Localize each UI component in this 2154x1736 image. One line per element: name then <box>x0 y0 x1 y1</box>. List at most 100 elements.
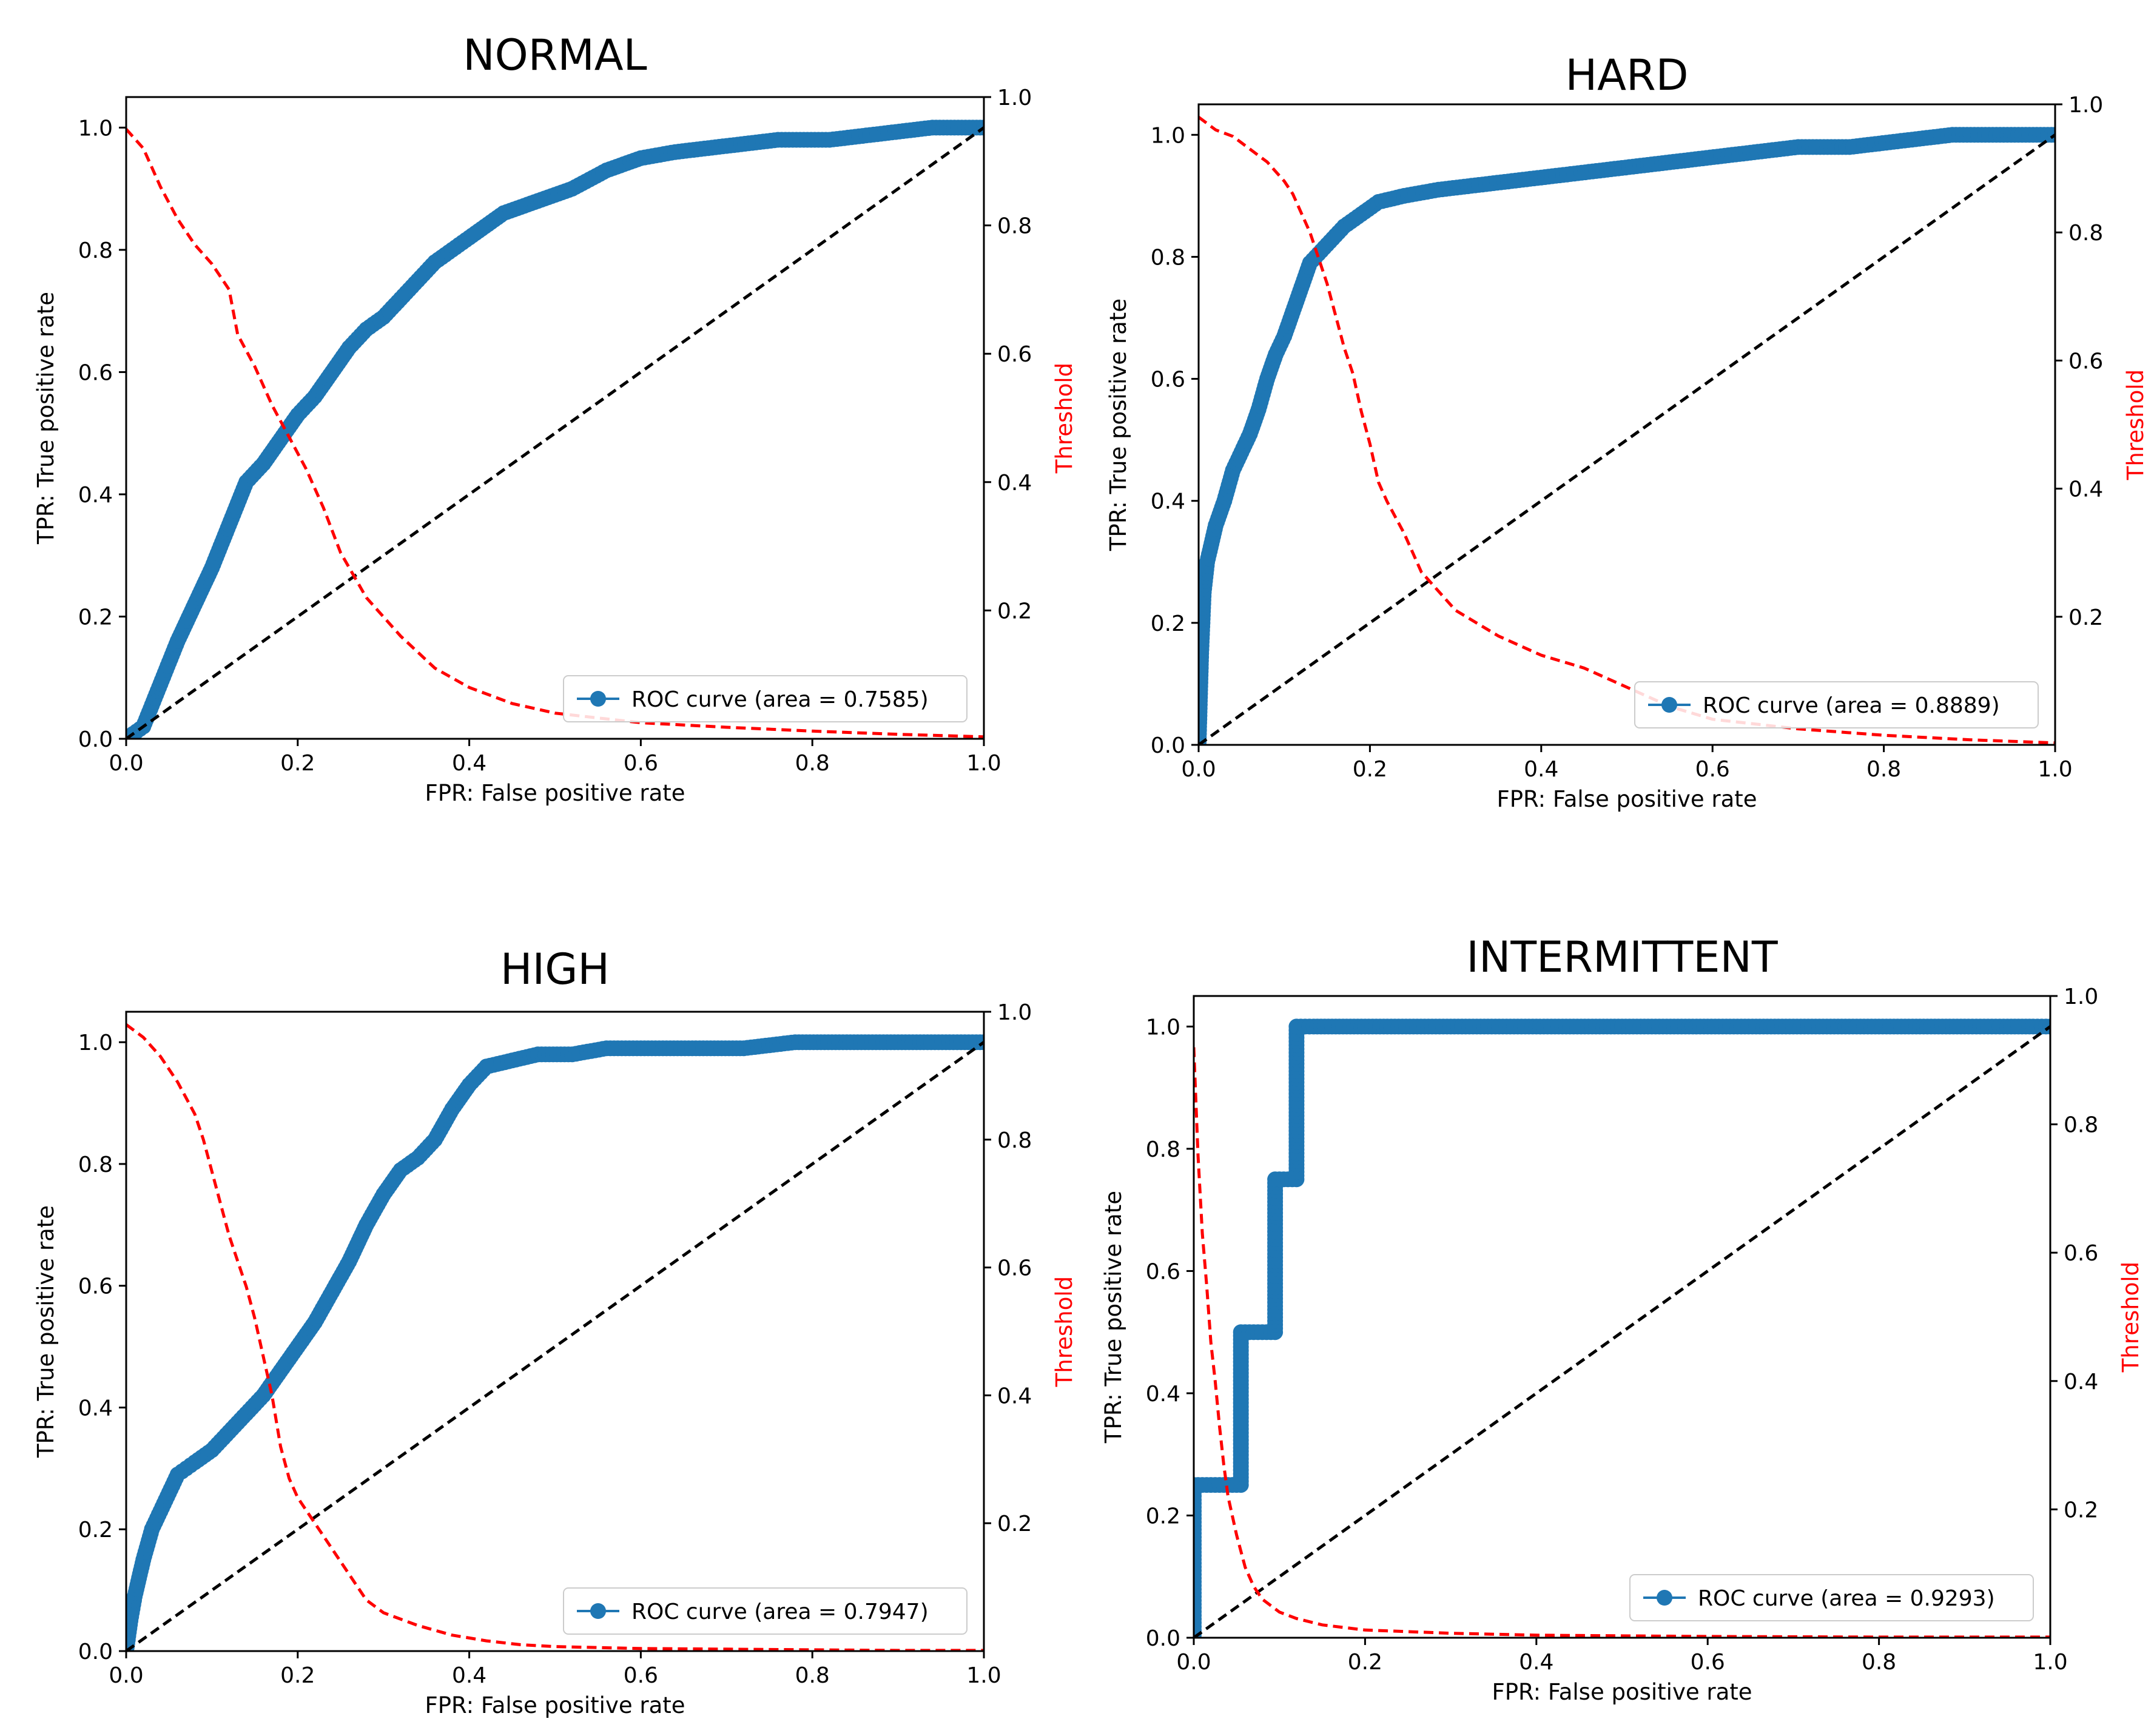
y2-tick-label: 0.8 <box>2064 1113 2098 1138</box>
y-tick-label: 0.4 <box>78 483 113 508</box>
y2-tick-label: 0.8 <box>997 1128 1032 1153</box>
y-tick-label: 0.0 <box>78 1640 113 1664</box>
x-axis-title: FPR: False positive rate <box>425 780 685 806</box>
legend-box <box>563 1587 968 1635</box>
chart-title: HARD <box>1565 50 1688 100</box>
plot-frame <box>125 96 985 740</box>
y2-tick-label: 0.6 <box>997 1256 1032 1281</box>
x-tick-label: 0.8 <box>1866 757 1901 782</box>
y-tick-label: 0.6 <box>78 1274 113 1299</box>
legend-box <box>1629 1574 2034 1621</box>
y2-tick-label: 0.6 <box>2064 1241 2098 1266</box>
legend: ROC curve (area = 0.9293) <box>1629 1574 2034 1621</box>
roc-point <box>2042 1018 2050 1035</box>
chart-panel-intermittent: INTERMITTENT 0.0 0.2 0.4 0.6 0.8 1.0 0.0 0.2 0.4 0… <box>1100 932 2144 1705</box>
y-tick-label: 0.8 <box>1146 1137 1180 1162</box>
chart-title: HIGH <box>500 944 610 994</box>
x-tick-label: 1.0 <box>966 1663 1001 1688</box>
chart-title: INTERMITTENT <box>1466 932 1778 982</box>
x-tick-label: 0.4 <box>452 751 486 776</box>
chance-diagonal <box>1194 1025 2050 1638</box>
y-tick-label: 0.4 <box>1151 490 1185 514</box>
legend-label: ROC curve (area = 0.7947) <box>631 1600 929 1624</box>
y2-tick-label: 0.2 <box>2068 605 2103 630</box>
y2-axis-title: Threshold <box>1051 363 1077 474</box>
y2-tick-label: 0.4 <box>2068 477 2103 502</box>
y-axis-title: TPR: True positive rate <box>33 1205 59 1458</box>
plot-area <box>126 1023 984 1651</box>
y2-axis-title: Threshold <box>1051 1276 1077 1387</box>
x-tick-label: 0.6 <box>1695 757 1730 782</box>
y-tick-label: 0.2 <box>1151 611 1185 636</box>
roc-point <box>2047 127 2055 143</box>
y2-tick-label: 1.0 <box>2068 93 2103 118</box>
plot-frame <box>1193 995 2051 1639</box>
x-tick-label: 0.4 <box>1524 757 1558 782</box>
y2-tick-label: 0.6 <box>2068 349 2103 374</box>
x-tick-label: 0.2 <box>1348 1650 1382 1675</box>
plot-area <box>1194 1018 2050 1638</box>
y-tick-label: 0.8 <box>78 1152 113 1177</box>
x-tick-label: 0.8 <box>795 751 830 776</box>
legend-box <box>563 675 968 722</box>
y2-tick-label: 0.2 <box>997 1512 1032 1536</box>
chart-title: NORMAL <box>463 30 647 80</box>
x-tick-label: 0.6 <box>624 751 658 776</box>
x-tick-label: 0.8 <box>795 1663 830 1688</box>
y2-tick-label: 0.8 <box>997 214 1032 239</box>
legend: ROC curve (area = 0.8889) <box>1634 681 2039 728</box>
y2-tick-label: 0.2 <box>997 599 1032 624</box>
y2-tick-label: 1.0 <box>997 86 1032 110</box>
y-tick-label: 0.2 <box>78 605 113 630</box>
chart-panel-high: HIGH 0.0 0.2 0.4 0.6 0.8 1.0 0.0 0.2 0.4 0.6 0.8 1.0… <box>33 944 1077 1718</box>
x-axis-title: FPR: False positive rate <box>1492 1679 1752 1705</box>
chance-diagonal <box>126 126 984 739</box>
x-tick-label: 0.0 <box>1176 1650 1211 1675</box>
threshold-curve <box>126 1023 984 1651</box>
x-tick-label: 0.8 <box>1862 1650 1896 1675</box>
legend: ROC curve (area = 0.7585) <box>563 675 968 722</box>
plot-frame <box>1197 103 2056 746</box>
y2-tick-label: 0.4 <box>997 1384 1032 1408</box>
y-tick-label: 0.8 <box>1151 245 1185 270</box>
x-tick-label: 1.0 <box>2038 757 2072 782</box>
threshold-curve <box>1194 1047 2050 1638</box>
threshold-curve <box>126 128 984 739</box>
y-tick-label: 0.8 <box>78 238 113 263</box>
x-tick-label: 0.6 <box>1691 1650 1725 1675</box>
roc-point <box>976 1034 984 1051</box>
y-tick-label: 0.4 <box>78 1396 113 1421</box>
x-tick-label: 0.2 <box>280 751 315 776</box>
y2-tick-label: 1.0 <box>2064 984 2098 1009</box>
y-tick-label: 0.6 <box>78 360 113 385</box>
y-axis-title: TPR: True positive rate <box>33 292 59 545</box>
y-tick-label: 0.2 <box>1146 1504 1180 1529</box>
y-tick-label: 0.0 <box>1146 1626 1180 1651</box>
y-tick-label: 0.2 <box>78 1518 113 1543</box>
legend-label: ROC curve (area = 0.8889) <box>1703 693 2000 718</box>
x-tick-label: 0.0 <box>1181 757 1216 782</box>
y-tick-label: 0.0 <box>78 727 113 752</box>
y2-axis-title: Threshold <box>2118 1262 2144 1373</box>
x-tick-label: 0.4 <box>452 1663 486 1688</box>
chance-diagonal <box>126 1041 984 1651</box>
y-tick-label: 1.0 <box>1151 123 1185 148</box>
x-tick-label: 0.2 <box>280 1663 315 1688</box>
y-tick-label: 0.4 <box>1146 1382 1180 1407</box>
legend: ROC curve (area = 0.7947) <box>563 1587 968 1635</box>
x-axis-title: FPR: False positive rate <box>1496 786 1757 812</box>
x-tick-label: 0.0 <box>109 751 143 776</box>
y-tick-label: 0.6 <box>1146 1259 1180 1284</box>
x-tick-label: 0.6 <box>624 1663 658 1688</box>
y2-tick-label: 0.2 <box>2064 1498 2098 1522</box>
y2-tick-label: 1.0 <box>997 1000 1032 1025</box>
legend-marker <box>1661 697 1677 713</box>
plot-area <box>126 119 984 739</box>
roc-point <box>976 119 984 136</box>
legend-label: ROC curve (area = 0.9293) <box>1698 1586 1995 1611</box>
legend-marker <box>590 1603 606 1619</box>
y2-tick-label: 0.8 <box>2068 221 2103 246</box>
legend-label: ROC curve (area = 0.7585) <box>631 687 929 712</box>
